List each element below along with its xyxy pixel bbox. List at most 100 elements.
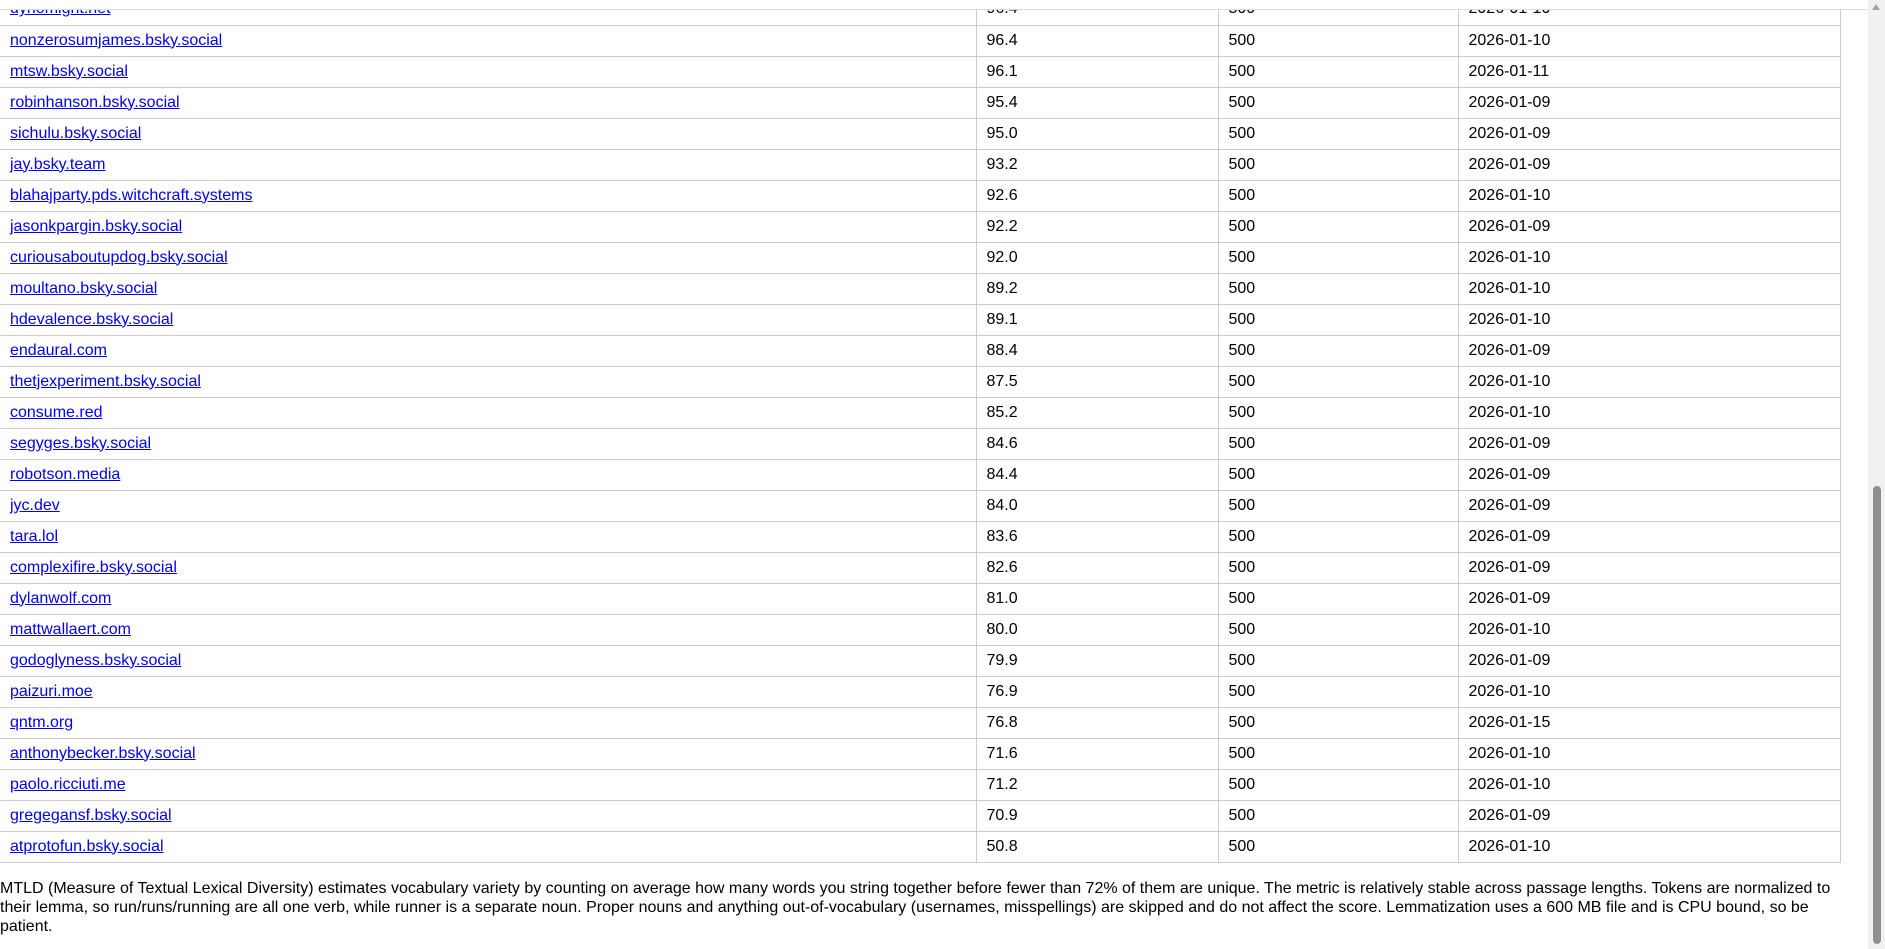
date-cell: 2026-01-09 — [1458, 800, 1841, 832]
score-cell: 89.2 — [976, 273, 1219, 305]
handle-link[interactable]: robinhanson.bsky.social — [10, 93, 180, 111]
scroll-up-arrow-icon[interactable] — [1872, 4, 1880, 10]
handle-link[interactable]: atprotofun.bsky.social — [10, 837, 164, 855]
table-row: nonzerosumjames.bsky.social 96.4 500 2026-0… — [0, 25, 1841, 57]
date-cell: 2026-01-11 — [1458, 56, 1841, 88]
handle-link[interactable]: hdevalence.bsky.social — [10, 310, 174, 328]
score-cell: 92.2 — [976, 211, 1219, 243]
date-cell: 2026-01-10 — [1458, 676, 1841, 708]
handle-link[interactable]: tara.lol — [10, 527, 59, 545]
score-cell: 71.6 — [976, 738, 1219, 770]
table-row: gregegansf.bsky.social 70.9 500 2026-01-09 — [0, 800, 1841, 832]
count-cell: 500 — [1218, 56, 1459, 88]
handle-link[interactable]: robotson.media — [10, 465, 121, 483]
handle-link[interactable]: jay.bsky.team — [10, 155, 106, 173]
count-cell: 500 — [1218, 800, 1459, 832]
handle-link[interactable]: anthonybecker.bsky.social — [10, 744, 196, 762]
handle-link[interactable]: gregegansf.bsky.social — [10, 806, 172, 824]
handle-cell: mattwallaert.com — [0, 614, 977, 646]
handle-link[interactable]: consume.red — [10, 403, 103, 421]
table-row: complexifire.bsky.social 82.6 500 2026-01-0… — [0, 552, 1841, 584]
table-row: anthonybecker.bsky.social 71.6 500 2026-01-… — [0, 738, 1841, 770]
handle-cell: curiousaboutupdog.bsky.social — [0, 242, 977, 274]
vertical-scrollbar[interactable] — [1868, 0, 1885, 949]
count-cell: 500 — [1218, 149, 1459, 181]
count-cell: 500 — [1218, 831, 1459, 863]
table-row: qntm.org 76.8 500 2026-01-15 — [0, 707, 1841, 739]
score-cell: 80.0 — [976, 614, 1219, 646]
date-cell: 2026-01-09 — [1458, 490, 1841, 522]
handle-cell: nonzerosumjames.bsky.social — [0, 25, 977, 57]
count-cell: 500 — [1218, 459, 1459, 491]
score-cell: 50.8 — [976, 831, 1219, 863]
scrollbar-thumb[interactable] — [1873, 486, 1881, 944]
handle-link[interactable]: moultano.bsky.social — [10, 279, 158, 297]
date-cell: 2026-01-09 — [1458, 552, 1841, 584]
table-body: dynomight.net96.45002026-01-10nonzerosum… — [0, 0, 1841, 863]
handle-link[interactable]: endaural.com — [10, 341, 107, 359]
count-cell: 500 — [1218, 707, 1459, 739]
handle-cell: moultano.bsky.social — [0, 273, 977, 305]
count-cell: 500 — [1218, 645, 1459, 677]
score-cell: 89.1 — [976, 304, 1219, 336]
table-row: jay.bsky.team 93.2 500 2026-01-09 — [0, 149, 1841, 181]
date-cell: 2026-01-09 — [1458, 645, 1841, 677]
handle-link[interactable]: nonzerosumjames.bsky.social — [10, 31, 223, 49]
date-cell: 2026-01-09 — [1458, 583, 1841, 615]
table-row: dylanwolf.com 81.0 500 2026-01-09 — [0, 583, 1841, 615]
table-row: godoglyness.bsky.social 79.9 500 2026-01-09 — [0, 645, 1841, 677]
handle-cell: sichulu.bsky.social — [0, 118, 977, 150]
count-cell: 500 — [1218, 521, 1459, 553]
handle-cell: jay.bsky.team — [0, 149, 977, 181]
score-cell: 96.1 — [976, 56, 1219, 88]
table-row: tara.lol 83.6 500 2026-01-09 — [0, 521, 1841, 553]
date-cell: 2026-01-09 — [1458, 428, 1841, 460]
score-cell: 79.9 — [976, 645, 1219, 677]
score-cell: 71.2 — [976, 769, 1219, 801]
date-cell: 2026-01-10 — [1458, 242, 1841, 274]
table-row: robinhanson.bsky.social 95.4 500 2026-01-09 — [0, 87, 1841, 119]
count-cell: 500 — [1218, 428, 1459, 460]
handle-cell: jyc.dev — [0, 490, 977, 522]
handle-link[interactable]: curiousaboutupdog.bsky.social — [10, 248, 228, 266]
handle-link[interactable]: jyc.dev — [10, 496, 60, 514]
handle-link[interactable]: godoglyness.bsky.social — [10, 651, 182, 669]
table-row: jyc.dev 84.0 500 2026-01-09 — [0, 490, 1841, 522]
score-cell: 84.6 — [976, 428, 1219, 460]
handle-link[interactable]: mtsw.bsky.social — [10, 62, 128, 80]
handle-link[interactable]: qntm.org — [10, 713, 74, 731]
date-cell: 2026-01-10 — [1458, 738, 1841, 770]
score-cell: 95.0 — [976, 118, 1219, 150]
handle-link[interactable]: mattwallaert.com — [10, 620, 131, 638]
handle-cell: endaural.com — [0, 335, 977, 367]
handle-link[interactable]: thetjexperiment.bsky.social — [10, 372, 201, 390]
date-cell: 2026-01-10 — [1458, 304, 1841, 336]
table-row: sichulu.bsky.social 95.0 500 2026-01-09 — [0, 118, 1841, 150]
handle-cell: robinhanson.bsky.social — [0, 87, 977, 119]
count-cell: 500 — [1218, 180, 1459, 212]
table-row: consume.red 85.2 500 2026-01-10 — [0, 397, 1841, 429]
table-row: paolo.ricciuti.me 71.2 500 2026-01-10 — [0, 769, 1841, 801]
handle-link[interactable]: segyges.bsky.social — [10, 434, 152, 452]
count-cell: 500 — [1218, 118, 1459, 150]
handle-cell: godoglyness.bsky.social — [0, 645, 977, 677]
date-cell: 2026-01-10 — [1458, 397, 1841, 429]
count-cell: 500 — [1218, 242, 1459, 274]
handle-link[interactable]: paizuri.moe — [10, 682, 93, 700]
score-cell: 93.2 — [976, 149, 1219, 181]
count-cell: 500 — [1218, 211, 1459, 243]
handle-link[interactable]: complexifire.bsky.social — [10, 558, 177, 576]
handle-link[interactable]: paolo.ricciuti.me — [10, 775, 126, 793]
handle-link[interactable]: dylanwolf.com — [10, 589, 112, 607]
handle-link[interactable]: blahajparty.pds.witchcraft.systems — [10, 186, 253, 204]
handle-link[interactable]: jasonkpargin.bsky.social — [10, 217, 183, 235]
count-cell: 500 — [1218, 304, 1459, 336]
score-cell: 88.4 — [976, 335, 1219, 367]
count-cell: 500 — [1218, 335, 1459, 367]
date-cell: 2026-01-09 — [1458, 149, 1841, 181]
score-cell: 96.4 — [976, 25, 1219, 57]
date-cell: 2026-01-15 — [1458, 707, 1841, 739]
count-cell: 500 — [1218, 87, 1459, 119]
handle-link[interactable]: sichulu.bsky.social — [10, 124, 142, 142]
